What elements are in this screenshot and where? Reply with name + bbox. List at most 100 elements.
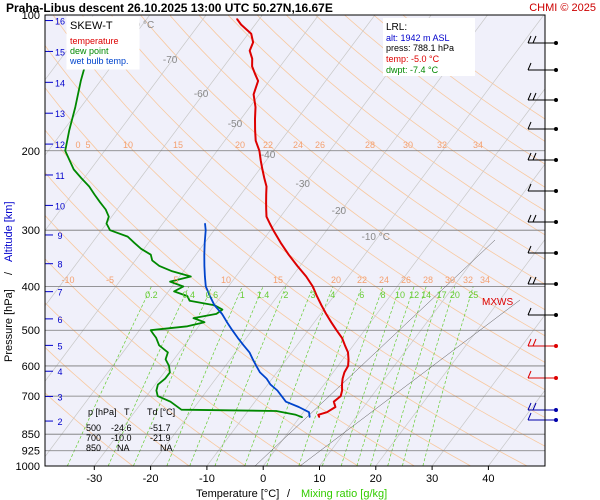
mixing-ratio-label: 2 — [283, 290, 288, 300]
data-point-dew-point — [186, 325, 188, 327]
data-point-dew-point — [157, 395, 159, 397]
wind-barb-feather — [527, 62, 532, 71]
data-point-dew-point — [155, 337, 157, 339]
dry-adiabat-line — [227, 15, 545, 260]
data-point-temperature — [288, 254, 290, 256]
pressure-tick-label: 200 — [22, 146, 40, 158]
series-line-wet-bulb-temp — [203, 223, 311, 418]
adiabat-label: 15 — [273, 275, 283, 285]
wind-barb-point — [554, 376, 558, 380]
data-point-temperature — [325, 313, 327, 315]
mixing-ratio-line — [322, 286, 384, 466]
wind-barb-point — [554, 408, 558, 412]
data-point-temperature — [272, 229, 274, 231]
data-point-temperature — [312, 285, 314, 288]
table-cell: 500 — [86, 423, 101, 433]
data-point-wet-bulb-temp — [281, 395, 283, 397]
data-point-wet-bulb-temp — [205, 285, 207, 288]
data-point-dew-point — [105, 222, 108, 225]
data-point-dew-point — [68, 129, 70, 131]
table-cell: -51.7 — [150, 423, 171, 433]
data-point-wet-bulb-temp — [252, 358, 254, 360]
wind-barb — [527, 245, 558, 255]
isotherm-line — [45, 15, 263, 307]
lrl-dwpt: dwpt: -7.4 °C — [386, 65, 439, 75]
data-point-dew-point — [80, 177, 82, 179]
table-cell: -10.0 — [111, 433, 132, 443]
data-point-dew-point — [158, 344, 160, 346]
x-axis-label-mixing: Mixing ratio [g/kg] — [301, 488, 387, 500]
wind-barb-feather — [527, 214, 532, 223]
lrl-alt: alt: 1942 m ASL — [386, 33, 450, 43]
data-point-temperature — [265, 193, 267, 196]
data-point-temperature — [240, 24, 242, 26]
data-point-temperature — [280, 242, 282, 244]
wind-barb-feather — [527, 338, 532, 347]
isotherm-label: -40 — [261, 150, 276, 161]
data-point-temperature — [261, 168, 263, 170]
wind-barb-feather — [532, 92, 537, 101]
data-point-dew-point — [173, 290, 175, 292]
data-point-temperature — [263, 177, 265, 179]
data-point-wet-bulb-temp — [266, 378, 268, 380]
data-point-dew-point — [221, 309, 223, 311]
mixing-ratio-label: 17 — [437, 290, 447, 300]
data-point-temperature — [265, 216, 268, 218]
data-point-temperature — [296, 265, 298, 267]
x-axis-label-temperature: Temperature [°C] — [196, 488, 279, 500]
legend-wet-bulb: wet bulb temp. — [69, 56, 129, 66]
data-point-temperature — [341, 389, 343, 392]
data-point-temperature — [269, 222, 271, 225]
mixing-ratio-label: 3 — [310, 290, 315, 300]
data-point-temperature — [260, 159, 262, 161]
dry-adiabat-line — [52, 15, 545, 418]
adiabat-label: 28 — [365, 140, 375, 150]
adiabat-label: 20 — [235, 140, 245, 150]
isotherm-line — [94, 15, 432, 466]
data-point-temperature — [347, 351, 349, 353]
mixing-ratio-label: 1 — [240, 290, 245, 300]
adiabat-label: 34 — [473, 140, 483, 150]
mxws-label: MXWS — [482, 297, 513, 308]
wind-barb — [527, 338, 558, 348]
wind-barb-point — [554, 158, 558, 162]
data-point-wet-bulb-temp — [237, 337, 239, 339]
legend-dew-point: dew point — [70, 46, 109, 56]
mixing-ratio-label: 1.4 — [257, 290, 270, 300]
skew-t-label: SKEW-T — [70, 20, 113, 32]
wind-barb-point — [554, 68, 558, 72]
adiabat-label: 30 — [403, 140, 413, 150]
data-point-dew-point — [93, 193, 96, 196]
isotherm-line — [319, 163, 545, 466]
data-point-wet-bulb-temp — [226, 321, 228, 323]
data-point-wet-bulb-temp — [204, 222, 206, 225]
mixing-ratio-label: 14 — [421, 290, 431, 300]
dry-adiabat-line — [140, 15, 545, 337]
wind-barb-feather — [532, 35, 537, 44]
isotherm-line — [45, 15, 319, 382]
data-point-temperature — [340, 395, 342, 397]
data-point-dew-point — [215, 313, 217, 315]
data-point-temperature — [265, 201, 267, 203]
mixing-ratio-label: 20 — [450, 290, 460, 300]
adiabat-label: 24 — [293, 140, 303, 150]
altitude-tick-label: 6 — [57, 315, 62, 325]
data-point-dew-point — [182, 285, 184, 288]
table-cell: 850 — [86, 443, 101, 453]
isotherm-label: -60 — [194, 89, 209, 100]
data-point-dew-point — [109, 229, 111, 231]
isotherm-label: -70 — [163, 55, 178, 66]
table-cell: -24.6 — [111, 423, 132, 433]
wind-barb — [527, 412, 558, 422]
wind-barb-point — [554, 418, 558, 422]
wind-barb — [527, 370, 558, 380]
altitude-tick-label: 12 — [55, 140, 65, 150]
reference-line — [254, 239, 496, 466]
isotherm-line — [150, 15, 488, 466]
data-point-dew-point — [150, 254, 152, 256]
data-point-wet-bulb-temp — [203, 265, 205, 267]
data-point-wet-bulb-temp — [203, 254, 205, 256]
mixing-ratio-label: 25 — [468, 290, 478, 300]
pressure-tick-label: 925 — [22, 446, 40, 458]
